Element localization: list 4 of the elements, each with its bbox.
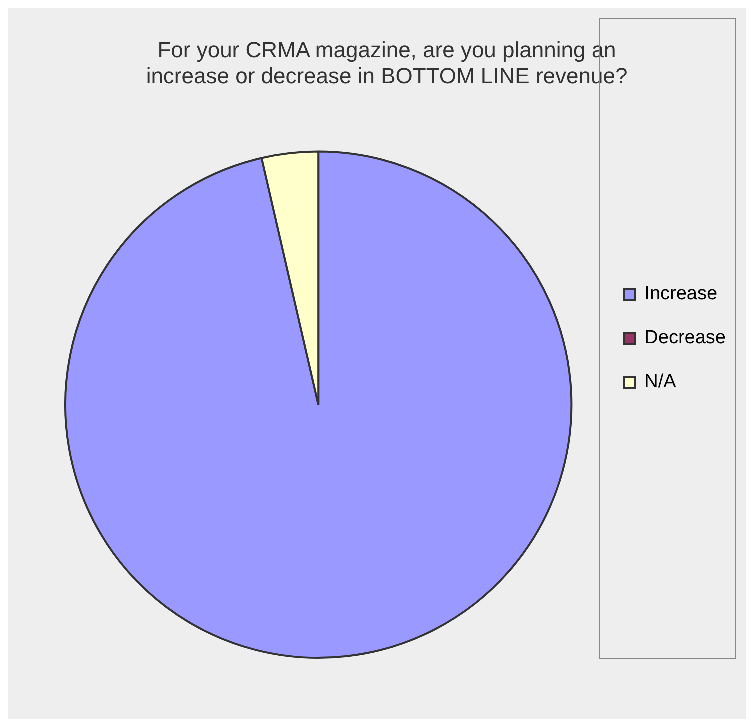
legend-label: N/A — [644, 372, 677, 393]
chart-title: For your CRMA magazine, are you planning an increase or decrease in BOTTOM LINE revenue? — [146, 37, 628, 89]
legend-label: Increase — [644, 284, 718, 305]
legend-label: Decrease — [644, 328, 726, 349]
